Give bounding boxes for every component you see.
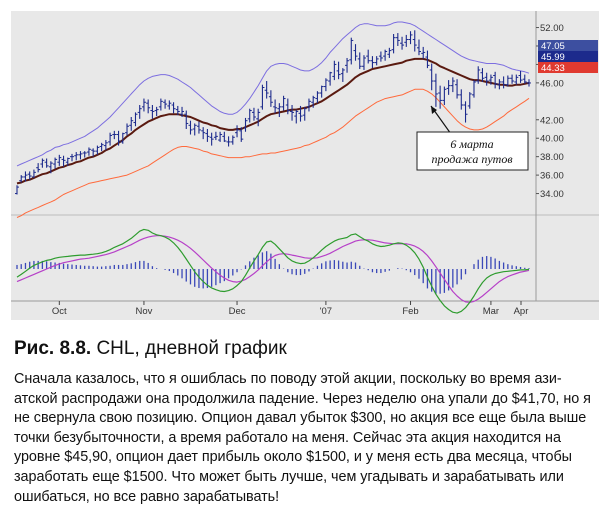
date-tick-label: Nov [135, 306, 152, 317]
last-value-badge [538, 51, 598, 62]
figure-title: CHL, дневной график [96, 338, 287, 359]
lower-band-line [16, 88, 530, 218]
price-tick-label: 42.00 [540, 115, 564, 126]
date-tick-label: Feb [402, 306, 418, 317]
upper-band-line [16, 21, 530, 167]
chart-frame: 52.0050.0048.0046.0042.0040.0038.0036.00… [11, 11, 599, 320]
last-value-label: 47.05 [541, 41, 565, 52]
last-value-label: 45.99 [541, 52, 565, 63]
figure-caption: Рис. 8.8. CHL, дневной график [14, 338, 287, 360]
signal-line [16, 235, 530, 303]
macd-line [16, 228, 530, 314]
date-tick-label: Oct [52, 306, 67, 317]
price-tick-label: 38.00 [540, 152, 564, 163]
annotation-date: 6 марта [450, 137, 493, 151]
price-tick-label: 36.00 [540, 171, 564, 182]
price-chart: 52.0050.0048.0046.0042.0040.0038.0036.00… [11, 11, 599, 317]
last-value-label: 44.33 [541, 63, 565, 74]
price-tick-label: 52.00 [540, 23, 564, 34]
date-tick-label: Mar [483, 306, 499, 317]
price-tick-label: 46.00 [540, 78, 564, 89]
annotation-box [416, 131, 529, 171]
annotation-action: продажа путов [431, 152, 512, 166]
last-value-badge [538, 40, 598, 51]
date-tick-label: Apr [514, 306, 529, 317]
moving-average-line [16, 57, 530, 185]
body-text: Сначала казалось, что я ошиблась по пово… [14, 371, 591, 505]
last-value-badge [538, 62, 598, 73]
annotation-arrowhead [431, 106, 437, 114]
figure-number: Рис. 8.8. [14, 338, 92, 359]
date-tick-label: '07 [320, 306, 332, 317]
price-tick-label: 40.00 [540, 134, 564, 145]
date-tick-label: Dec [229, 306, 246, 317]
price-tick-label: 34.00 [540, 189, 564, 200]
